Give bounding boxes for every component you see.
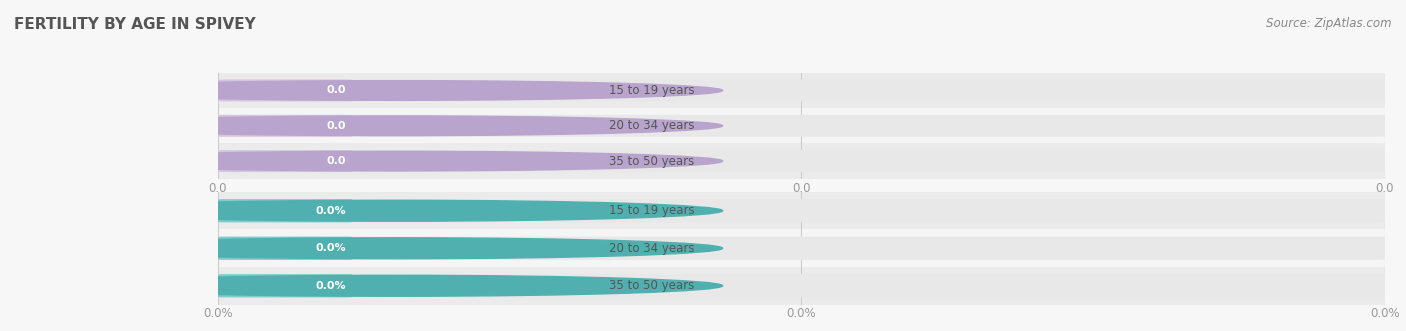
Text: 0.0%: 0.0% [316,206,346,216]
FancyBboxPatch shape [218,150,1385,172]
FancyBboxPatch shape [218,199,352,222]
Text: FERTILITY BY AGE IN SPIVEY: FERTILITY BY AGE IN SPIVEY [14,17,256,31]
Text: 0.0: 0.0 [326,156,346,166]
FancyBboxPatch shape [218,79,1385,101]
Circle shape [72,238,723,259]
Text: 0.0: 0.0 [326,121,346,131]
Circle shape [72,151,723,171]
FancyBboxPatch shape [218,237,352,260]
Text: 0.0%: 0.0% [316,281,346,291]
Circle shape [72,200,723,221]
Bar [218,229,1385,267]
Circle shape [72,81,723,100]
FancyBboxPatch shape [218,237,1385,260]
FancyBboxPatch shape [218,79,352,101]
Bar [218,108,1385,143]
FancyBboxPatch shape [218,150,352,172]
FancyBboxPatch shape [218,274,352,297]
FancyBboxPatch shape [218,274,1385,297]
Circle shape [72,275,723,296]
Text: 35 to 50 years: 35 to 50 years [609,155,695,167]
FancyBboxPatch shape [218,115,352,137]
Text: 35 to 50 years: 35 to 50 years [609,279,695,292]
Text: 20 to 34 years: 20 to 34 years [609,242,695,255]
Circle shape [72,116,723,136]
Bar [218,267,1385,305]
Bar [218,73,1385,108]
Text: 0.0: 0.0 [326,85,346,95]
Bar [218,143,1385,179]
Text: 0.0%: 0.0% [316,243,346,253]
Bar [218,192,1385,229]
Text: 15 to 19 years: 15 to 19 years [609,84,695,97]
Text: Source: ZipAtlas.com: Source: ZipAtlas.com [1267,17,1392,29]
FancyBboxPatch shape [218,199,1385,222]
Text: 15 to 19 years: 15 to 19 years [609,204,695,217]
Text: 20 to 34 years: 20 to 34 years [609,119,695,132]
FancyBboxPatch shape [218,115,1385,137]
